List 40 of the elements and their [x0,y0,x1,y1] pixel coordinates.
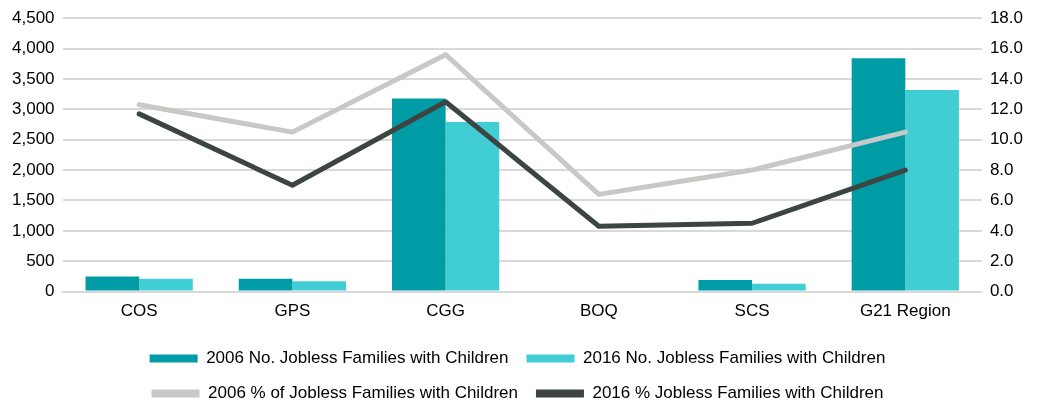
y2-tick-label: 0.0 [989,281,1014,301]
y-tick-label: 3,000 [11,99,55,119]
y2-tick-label: 12.0 [989,99,1024,119]
y2-tick-label: 8.0 [989,159,1014,179]
bar [292,281,347,291]
y-tick-label: 2,500 [11,129,55,149]
y-tick-label: 4,000 [11,38,55,58]
bar [851,58,906,291]
y-tick-label: 500 [26,250,55,270]
y2-tick-label: 4.0 [989,220,1014,240]
x-tick-label: BOQ [579,301,618,321]
y-tick-label: 0 [45,281,55,301]
y2-tick-label: 2.0 [989,250,1014,270]
legend-label: 2016 % Jobless Families with Children [592,383,884,403]
bar [698,280,753,291]
y-tick-label: 2,000 [11,159,55,179]
legend-label: 2006 No. Jobless Families with Children [206,348,509,368]
y2-tick-label: 18.0 [989,7,1024,27]
x-tick-label: COS [120,301,158,321]
legend-label: 2016 No. Jobless Families with Children [583,348,886,368]
y-tick-label: 4,500 [11,7,55,27]
y-tick-label: 3,500 [11,68,55,88]
bar [905,89,959,291]
x-tick-label: GPS [274,301,311,321]
bar [445,122,500,291]
y2-tick-label: 10.0 [989,129,1024,149]
y2-tick-label: 14.0 [989,68,1024,88]
x-tick-label: G21 Region [859,301,951,321]
y2-tick-label: 16.0 [989,38,1024,58]
x-tick-label: SCS [734,301,770,321]
bar [391,98,446,291]
bar [85,276,140,291]
bar [139,278,193,291]
y-tick-label: 1,000 [11,220,55,240]
x-tick-label: CGG [426,301,465,321]
y2-tick-label: 6.0 [989,190,1014,210]
bar [238,278,293,291]
legend-label: 2006 % of Jobless Families with Children [208,383,518,403]
bar [752,283,806,291]
y-tick-label: 1,500 [11,190,55,210]
